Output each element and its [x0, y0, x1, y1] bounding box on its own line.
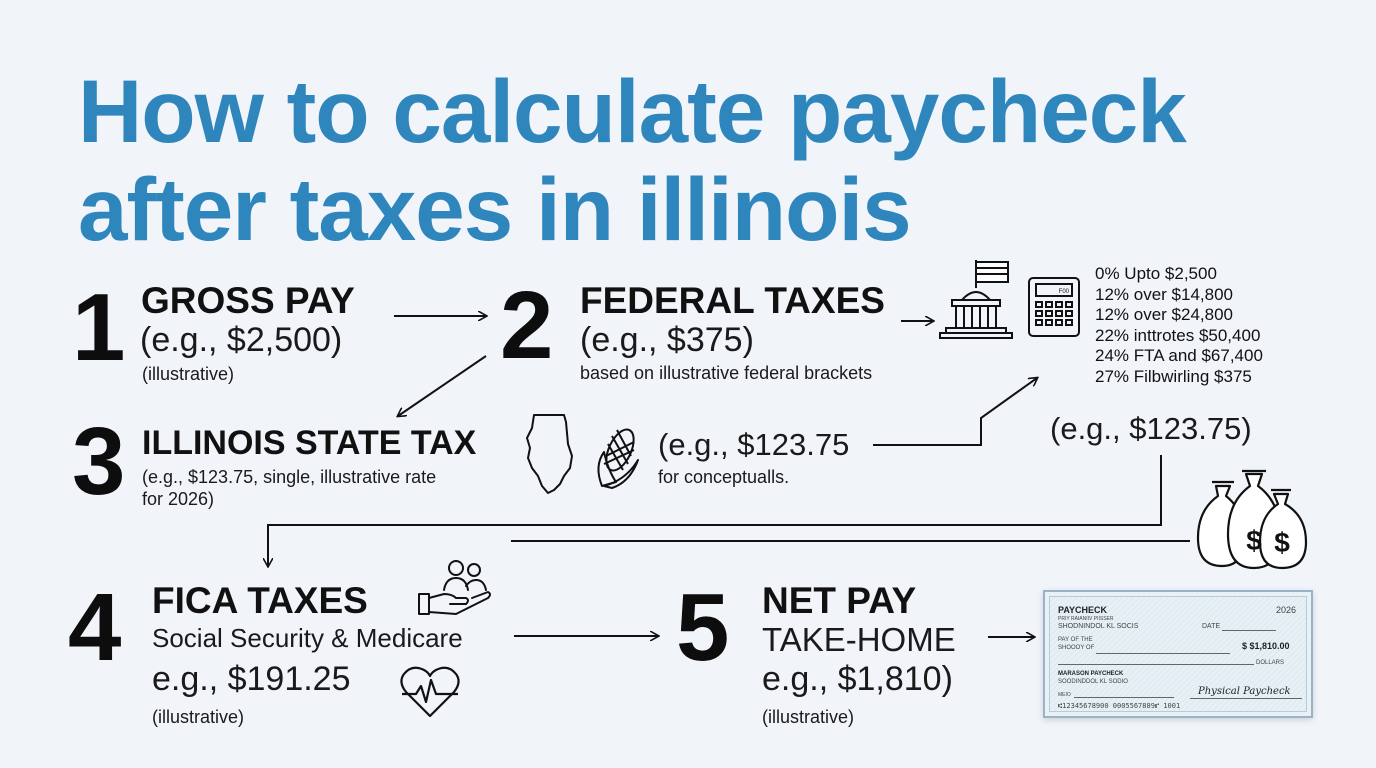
step-5-note: (illustrative): [762, 707, 855, 727]
step-4-subtitle: Social Security & Medicare: [152, 623, 463, 653]
money-bags-icon: $ $: [1196, 469, 1308, 570]
corn-icon: [597, 428, 639, 489]
step-4-amount: e.g., $191.25: [152, 660, 351, 698]
illinois-map-icon: [526, 414, 573, 494]
check-payer: MARASON PAYCHECK: [1058, 671, 1124, 677]
step-4-heading: FICA TAXES: [152, 580, 368, 621]
check-label: PAYCHECK: [1058, 605, 1108, 615]
step-5-heading: NET PAY: [762, 580, 917, 621]
check-signature-line: [1190, 698, 1302, 699]
check-addr-2: SHODNINDOL KL SOCIS: [1058, 623, 1139, 630]
step-3-note-line-1: (e.g., $123.75, single, illustrative rat…: [142, 467, 437, 487]
step-3-number: 3: [72, 408, 126, 515]
bracket-item: 24% FTA and $67,400: [1095, 346, 1263, 365]
step-1-amount: (e.g., $2,500): [140, 321, 343, 359]
line-right-down: [268, 455, 1162, 566]
step-5-number: 5: [676, 574, 730, 681]
bracket-item: 0% Upto $2,500: [1095, 264, 1217, 283]
arrow-state-to-brackets: [873, 378, 1037, 446]
bracket-item: 27% Filbwirling $375: [1095, 366, 1252, 386]
title-line-1: How to calculate paycheck: [78, 61, 1187, 161]
bracket-item: 12% over $24,800: [1095, 305, 1233, 324]
svg-text:$: $: [1274, 527, 1290, 558]
calculator-display: F00: [1059, 289, 1070, 295]
check-date-label: DATE: [1202, 623, 1221, 630]
check-micr: ⑆12345678900 0005567889⑈ 1001: [1058, 702, 1181, 710]
check-pay-to-1: PAY OF THE: [1058, 637, 1093, 643]
check-payer-addr: SOODINDDOL KL SODIO: [1058, 679, 1128, 685]
heart-pulse-icon: [400, 666, 460, 718]
check-memo-line: [1074, 697, 1174, 698]
step-2-amount: (e.g., $375): [580, 321, 754, 359]
check-addr-1: PRIY RAIANIIV PIISSER: [1058, 616, 1114, 622]
check-pay-to-2: SHOOOY OF: [1058, 645, 1095, 651]
paycheck-image: PAYCHECK 2026 PRIY RAIANIIV PIISSER SHOD…: [1043, 590, 1313, 718]
step-5-amount: e.g., $1,810): [762, 660, 953, 698]
step-1-heading: GROSS PAY: [141, 280, 355, 321]
check-payee-line: [1096, 653, 1230, 654]
federal-brackets-list: 0% Upto $2,500 12% over $14,800 12% over…: [1095, 264, 1263, 387]
step-2-heading: FEDERAL TAXES: [580, 280, 885, 321]
title-line-2: after taxes in illinois: [78, 159, 912, 259]
arrow-federal-to-state: [398, 355, 487, 416]
bracket-item: 12% over $14,800: [1095, 284, 1233, 304]
check-date-line: [1222, 630, 1276, 631]
step-5-subtitle: TAKE-HOME: [762, 621, 956, 658]
step-2-number: 2: [500, 272, 554, 379]
check-dollars-line: [1058, 664, 1254, 665]
care-hand-people-icon: [418, 560, 491, 615]
right-amount: (e.g., $123.75): [1050, 411, 1252, 446]
bracket-item: 22% inttrotes $50,400: [1095, 325, 1261, 345]
step-3-mid-note: for conceptualls.: [658, 467, 790, 487]
capitol-flag-icon: [939, 260, 1013, 339]
check-signature: Physical Paycheck: [1198, 686, 1291, 697]
step-4-note: (illustrative): [152, 707, 245, 727]
step-4-number: 4: [68, 574, 122, 681]
step-3-heading: ILLINOIS STATE TAX: [142, 424, 477, 462]
calculator-icon: F00: [1028, 277, 1080, 337]
page-title: How to calculate paycheck after taxes in…: [78, 62, 1338, 258]
step-2-note: based on illustrative federal brackets: [580, 363, 873, 383]
check-year: 2026: [1275, 605, 1296, 615]
check-amount: $ $1,810.00: [1242, 641, 1290, 651]
paycheck-body: PAYCHECK 2026 PRIY RAIANIIV PIISSER SHOD…: [1049, 596, 1307, 712]
step-3-mid-amount: (e.g., $123.75: [658, 427, 850, 462]
check-memo-label: MEIO: [1058, 692, 1071, 698]
check-dollars-label: DOLLARS: [1256, 660, 1285, 666]
step-3-note-line-2: for 2026): [142, 489, 215, 509]
step-1-note: (illustrative): [142, 364, 235, 384]
svg-text:$: $: [1246, 525, 1262, 556]
step-1-number: 1: [72, 274, 126, 381]
